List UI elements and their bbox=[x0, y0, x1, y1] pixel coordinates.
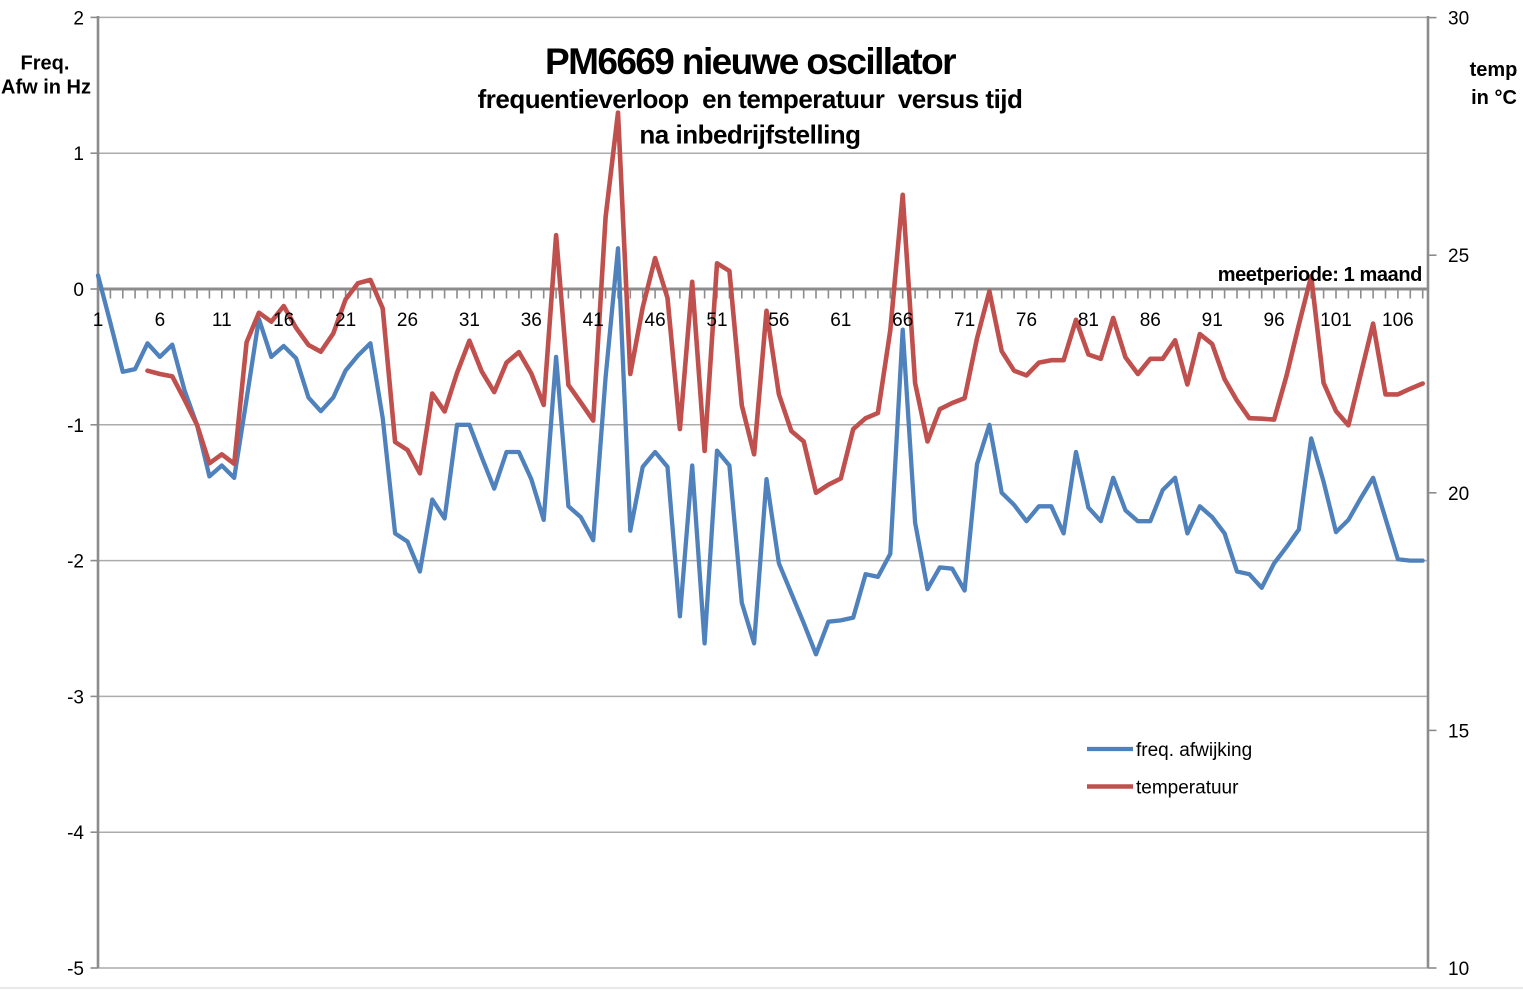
svg-text:frequentieverloop en temperat: frequentieverloop en temperatuur versus … bbox=[478, 84, 1023, 114]
svg-text:71: 71 bbox=[954, 310, 975, 331]
svg-text:PM6669 nieuwe oscillator: PM6669 nieuwe oscillator bbox=[545, 41, 956, 82]
svg-text:25: 25 bbox=[1448, 246, 1469, 267]
svg-text:86: 86 bbox=[1140, 310, 1161, 331]
svg-text:41: 41 bbox=[583, 310, 604, 331]
svg-text:-3: -3 bbox=[67, 687, 84, 708]
svg-text:Afw in Hz: Afw in Hz bbox=[1, 77, 91, 99]
svg-text:15: 15 bbox=[1448, 721, 1469, 742]
svg-text:1: 1 bbox=[73, 144, 84, 165]
svg-text:30: 30 bbox=[1448, 9, 1469, 30]
svg-text:-5: -5 bbox=[67, 959, 84, 980]
svg-text:46: 46 bbox=[645, 310, 666, 331]
svg-text:freq. afwijking: freq. afwijking bbox=[1136, 740, 1252, 761]
svg-text:temperatuur: temperatuur bbox=[1136, 778, 1239, 799]
svg-text:91: 91 bbox=[1202, 310, 1223, 331]
svg-text:16: 16 bbox=[273, 310, 294, 331]
svg-text:-2: -2 bbox=[67, 552, 84, 573]
svg-text:81: 81 bbox=[1078, 310, 1099, 331]
svg-text:31: 31 bbox=[459, 310, 480, 331]
svg-text:101: 101 bbox=[1320, 310, 1352, 331]
svg-text:51: 51 bbox=[706, 310, 727, 331]
svg-text:temp: temp bbox=[1470, 59, 1518, 81]
svg-text:61: 61 bbox=[830, 310, 851, 331]
svg-text:1: 1 bbox=[93, 310, 104, 331]
svg-text:in °C: in °C bbox=[1471, 87, 1517, 109]
svg-text:meetperiode: 1 maand: meetperiode: 1 maand bbox=[1218, 264, 1422, 286]
svg-text:na inbedrijfstelling: na inbedrijfstelling bbox=[639, 120, 860, 150]
svg-text:-4: -4 bbox=[67, 823, 84, 844]
svg-text:Freq.: Freq. bbox=[21, 53, 70, 75]
svg-text:106: 106 bbox=[1382, 310, 1414, 331]
svg-text:10: 10 bbox=[1448, 959, 1469, 980]
svg-text:20: 20 bbox=[1448, 484, 1469, 505]
svg-text:11: 11 bbox=[212, 310, 232, 331]
svg-text:2: 2 bbox=[73, 8, 84, 29]
svg-text:76: 76 bbox=[1016, 310, 1037, 331]
svg-text:56: 56 bbox=[768, 310, 789, 331]
svg-text:-1: -1 bbox=[67, 416, 84, 437]
svg-text:96: 96 bbox=[1264, 310, 1285, 331]
svg-text:21: 21 bbox=[335, 310, 356, 331]
svg-text:6: 6 bbox=[155, 310, 166, 331]
svg-text:66: 66 bbox=[892, 310, 913, 331]
svg-text:36: 36 bbox=[521, 310, 542, 331]
svg-text:0: 0 bbox=[73, 280, 84, 301]
svg-text:26: 26 bbox=[397, 310, 418, 331]
